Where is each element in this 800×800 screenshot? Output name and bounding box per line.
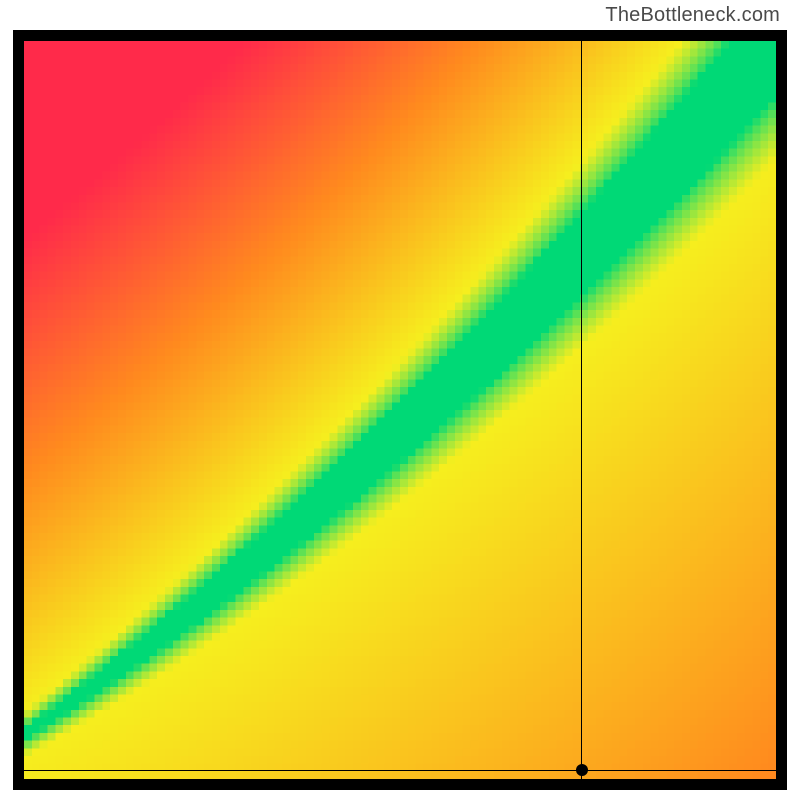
marker-vertical-line [581, 41, 582, 779]
heatmap-canvas [24, 41, 776, 779]
watermark-text: TheBottleneck.com [605, 4, 780, 27]
marker-horizontal-line [24, 770, 776, 771]
marker-dot [576, 764, 588, 776]
plot-frame [13, 30, 787, 790]
chart-container: TheBottleneck.com [0, 0, 800, 800]
heatmap-plot [24, 41, 776, 779]
